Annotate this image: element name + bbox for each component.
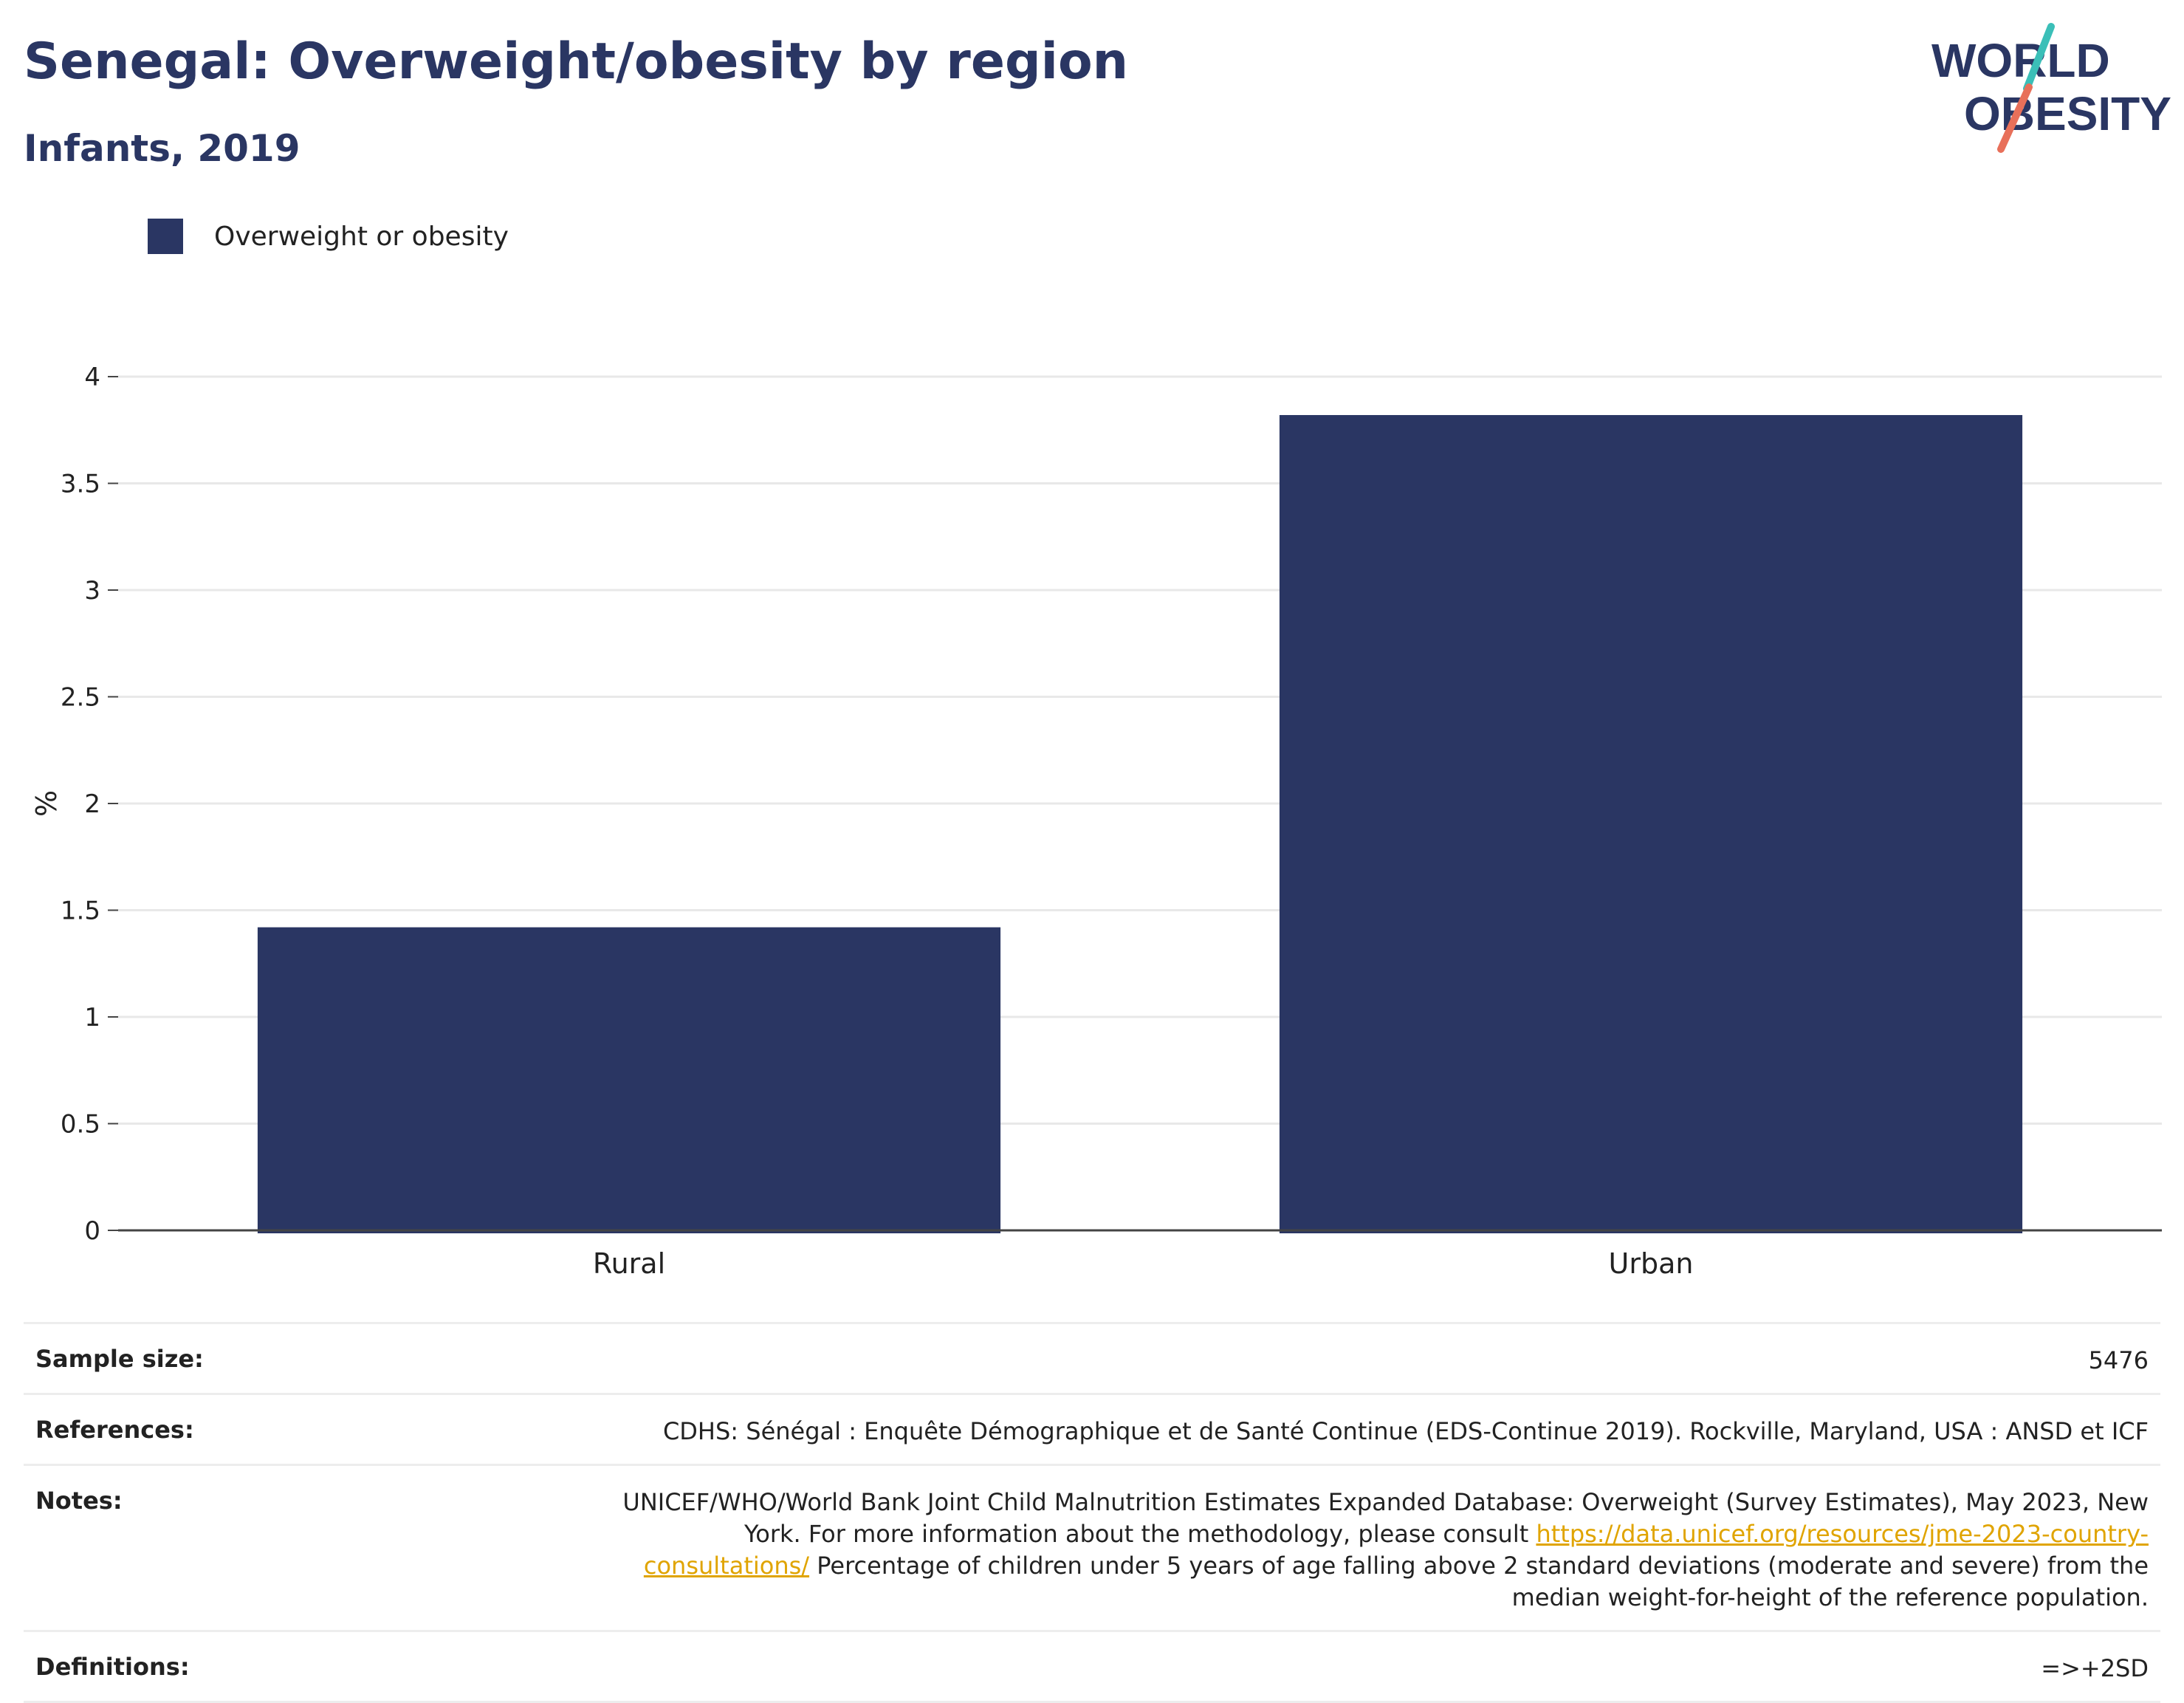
legend-swatch xyxy=(148,219,183,254)
x-tick-label: Rural xyxy=(593,1247,665,1280)
metadata-table: Sample size: 5476 References: CDHS: Séné… xyxy=(24,1322,2160,1703)
chart-subtitle: Infants, 2019 xyxy=(24,127,301,170)
y-tick-label: 3 xyxy=(84,576,100,606)
meta-row-references: References: CDHS: Sénégal : Enquête Démo… xyxy=(24,1393,2160,1464)
legend-label: Overweight or obesity xyxy=(214,221,509,252)
references-label: References: xyxy=(35,1416,194,1444)
logo-slash-coral xyxy=(1997,83,2033,153)
y-tick-label: 2.5 xyxy=(61,683,100,713)
y-tick-label: 0.5 xyxy=(61,1110,100,1140)
bar-chart: 0 0.5 1 1.5 2 2.5 3 3.5 4% Rural Urban xyxy=(30,363,2162,1280)
bar-urban xyxy=(1279,415,2023,1233)
logo-line2: OBESITY xyxy=(1964,87,2171,140)
definitions-value: =>+2SD xyxy=(2041,1654,2149,1682)
sample-size-value: 5476 xyxy=(2088,1346,2149,1374)
y-tick-label: 1 xyxy=(84,1003,100,1032)
y-tick-label: 0 xyxy=(84,1216,100,1246)
meta-row-notes: Notes: UNICEF/WHO/World Bank Joint Child… xyxy=(24,1464,2160,1630)
x-tick-label: Urban xyxy=(1609,1247,1694,1280)
notes-link[interactable]: https://data.unicef.org/resources/jme-20… xyxy=(643,1520,2149,1580)
y-tick-label: 2 xyxy=(84,789,100,819)
y-axis-label: % xyxy=(30,790,63,817)
meta-row-definitions: Definitions: =>+2SD xyxy=(24,1630,2160,1703)
logo-slash-teal xyxy=(2023,23,2055,92)
notes-label: Notes: xyxy=(35,1487,123,1515)
chart-title: Senegal: Overweight/obesity by region xyxy=(24,32,1129,91)
meta-row-sample-size: Sample size: 5476 xyxy=(24,1322,2160,1393)
bar-rural xyxy=(257,927,1001,1233)
notes-text-after: Percentage of children under 5 years of … xyxy=(809,1552,2149,1611)
y-tick-label: 1.5 xyxy=(61,897,100,926)
y-tick-label: 3.5 xyxy=(61,470,100,499)
definitions-label: Definitions: xyxy=(35,1653,190,1681)
sample-size-label: Sample size: xyxy=(35,1345,204,1373)
notes-value: UNICEF/WHO/World Bank Joint Child Malnut… xyxy=(613,1487,2149,1614)
notes-text-before: UNICEF/WHO/World Bank Joint Child Malnut… xyxy=(622,1488,2149,1548)
y-tick-label: 4 xyxy=(84,363,100,392)
references-value: CDHS: Sénégal : Enquête Démographique et… xyxy=(662,1417,2149,1445)
logo-line1: WORLD xyxy=(1931,34,2110,87)
legend: Overweight or obesity xyxy=(148,219,509,254)
world-obesity-logo: WORLD OBESITY xyxy=(1931,23,2171,153)
